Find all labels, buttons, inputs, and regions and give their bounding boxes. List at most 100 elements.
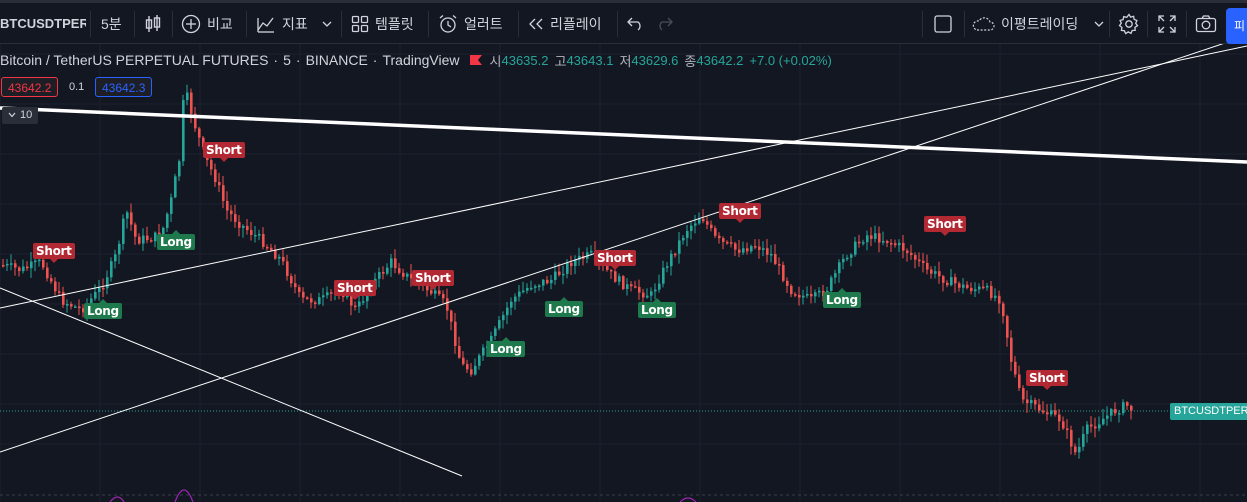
compare-button[interactable]: 비교 [181,3,233,44]
candle-body [590,250,593,253]
candle-body [354,305,357,308]
candle-body [514,296,517,302]
templates-button[interactable]: 템플릿 [351,3,414,44]
candle-body [230,210,233,215]
chevron-down-icon[interactable] [1094,20,1104,28]
long-marker[interactable]: Long [487,337,525,357]
fullscreen-button[interactable] [1157,3,1177,44]
long-marker[interactable]: Long [823,288,861,308]
candle-body [1114,409,1117,414]
chart-pane[interactable] [0,44,1247,502]
candle-body [614,271,617,282]
short-marker[interactable]: Short [33,243,75,263]
short-marker[interactable]: Short [719,203,761,223]
price-chart[interactable] [0,44,1247,502]
candle-body [194,113,197,129]
candle-body [946,282,949,286]
alert-button[interactable]: 얼러트 [438,3,503,44]
toolbar-divider [90,11,91,37]
toolbar-divider [341,11,342,37]
candle-body [6,263,9,266]
candle-body [1070,430,1073,447]
candle-body [186,92,189,101]
long-marker[interactable]: Long [545,297,583,317]
candle-body [402,272,405,277]
symbol-label: BTCUSDTPERP [0,16,86,31]
trend-line[interactable] [0,44,1225,453]
candle-body [326,292,329,296]
candle-body [294,283,297,288]
short-marker[interactable]: Short [203,142,245,162]
candle-body [130,212,133,225]
layout-select-button[interactable] [933,3,953,44]
short-marker[interactable]: Short [594,250,636,270]
candle-body [626,284,629,289]
short-marker[interactable]: Short [1026,370,1068,390]
candle-body [674,253,677,256]
candle-body [610,269,613,272]
high-value: 43643.1 [566,52,614,68]
candle-body [1058,414,1061,422]
chevron-down-icon[interactable] [322,20,332,28]
candle-body [118,243,121,255]
candle-body [306,297,309,300]
publish-button[interactable]: 피 [1226,8,1247,44]
legend-title[interactable]: Bitcoin / TetherUS PERPETUAL FUTURES [0,52,269,68]
settings-button[interactable] [1118,3,1140,44]
layout-name-button[interactable]: 이평트레이딩 [971,3,1104,44]
interval-button[interactable]: 5분 [101,3,122,44]
undo-button[interactable] [627,3,645,44]
trend-lines[interactable] [0,44,1247,477]
candle-body [34,260,37,263]
candle-body [78,306,81,309]
candle-body [1122,402,1125,414]
candle-body [898,242,901,246]
indicators-collapse-button[interactable]: 10 [2,107,39,124]
replay-button[interactable]: 리플레이 [528,3,602,44]
flag-icon[interactable] [469,54,482,66]
long-marker[interactable]: Long [84,299,122,319]
candle-body [1062,421,1065,429]
chart-type-button[interactable] [144,3,162,44]
candle-body [654,289,657,292]
candle-body [446,298,449,311]
short-marker[interactable]: Short [412,270,454,290]
candle-body [298,287,301,292]
candle-body [1118,413,1121,415]
grid-icon [351,15,369,33]
candle-body [1022,388,1025,400]
short-marker[interactable]: Short [924,216,966,236]
candle-body [322,295,325,298]
candle-body [318,297,321,305]
trend-line[interactable] [0,45,1247,309]
short-marker[interactable]: Short [334,280,376,300]
candle-body [1086,424,1089,434]
snapshot-button[interactable] [1195,3,1217,44]
candle-body [906,250,909,253]
toolbar-divider [1109,11,1110,37]
candle-body [1018,374,1021,389]
candle-body [726,241,729,244]
alert-label: 얼러트 [464,15,503,32]
candle-body [634,286,637,288]
candle-body [234,214,237,222]
sell-price-button[interactable]: 43642.2 [1,77,59,97]
candle-body [910,252,913,256]
long-marker[interactable]: Long [638,298,676,318]
redo-button[interactable] [655,3,673,44]
candle-body [926,262,929,270]
candle-body [434,290,437,294]
indicators-button[interactable]: 지표 [256,3,332,44]
trend-line[interactable] [0,287,463,477]
candle-body [26,266,29,269]
alarm-clock-icon [438,14,458,34]
candle-body [742,248,745,253]
candle-body [754,246,757,248]
candle-body [438,290,441,294]
long-marker[interactable]: Long [157,230,195,250]
candle-body [698,218,701,224]
candle-body [2,265,5,267]
buy-price-button[interactable]: 43642.3 [95,77,153,97]
symbol-search-button[interactable]: BTCUSDTPERP [0,3,86,44]
trend-line[interactable] [0,106,1247,164]
